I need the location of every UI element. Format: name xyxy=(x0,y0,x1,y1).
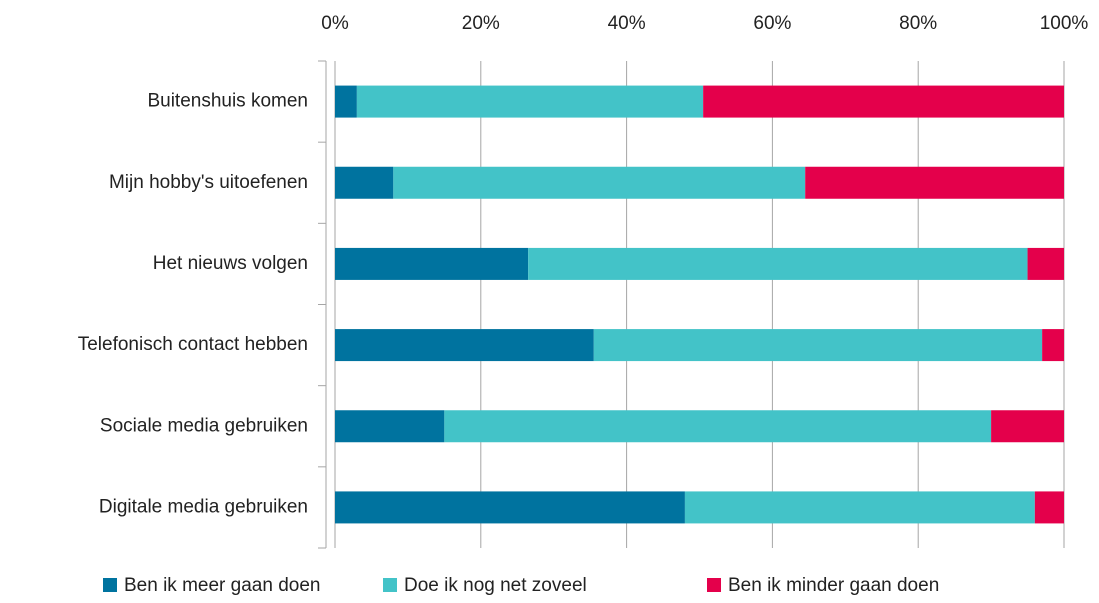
bar-segment xyxy=(593,329,1043,362)
bar-segment xyxy=(335,166,394,199)
bar-segment xyxy=(393,166,806,199)
bar-segment xyxy=(335,247,529,280)
bar-segment xyxy=(703,85,1064,118)
x-tick-label: 20% xyxy=(462,13,500,34)
y-tick-label: Digitale media gebruiken xyxy=(99,496,308,517)
bar-segment xyxy=(356,85,704,118)
x-tick-label: 60% xyxy=(753,13,791,34)
bar-segment xyxy=(335,329,594,362)
bar-segment xyxy=(684,491,1035,524)
bar-segment xyxy=(1027,247,1064,280)
x-tick-label: 80% xyxy=(899,13,937,34)
legend-swatch xyxy=(383,578,397,592)
bar-segment xyxy=(444,410,992,443)
legend-label: Doe ik nog net zoveel xyxy=(404,575,587,596)
bar-segment xyxy=(1034,491,1064,524)
bar-segment xyxy=(1042,329,1064,362)
bar-segment xyxy=(805,166,1064,199)
bar-segment xyxy=(335,410,445,443)
bar-segment xyxy=(991,410,1064,443)
bar-segment xyxy=(335,85,357,118)
x-tick-label: 0% xyxy=(321,13,349,34)
y-tick-label: Het nieuws volgen xyxy=(153,253,308,274)
bar-segment xyxy=(335,491,685,524)
x-tick-label: 100% xyxy=(1040,13,1089,34)
y-tick-label: Buitenshuis komen xyxy=(147,91,308,112)
legend-swatch xyxy=(103,578,117,592)
legend-swatch xyxy=(707,578,721,592)
x-tick-label: 40% xyxy=(608,13,646,34)
legend-label: Ben ik meer gaan doen xyxy=(124,575,320,596)
y-tick-label: Telefonisch contact hebben xyxy=(78,334,308,355)
bar-segment xyxy=(528,247,1028,280)
legend-label: Ben ik minder gaan doen xyxy=(728,575,939,596)
y-tick-label: Sociale media gebruiken xyxy=(100,415,308,436)
y-tick-label: Mijn hobby's uitoefenen xyxy=(109,172,308,193)
